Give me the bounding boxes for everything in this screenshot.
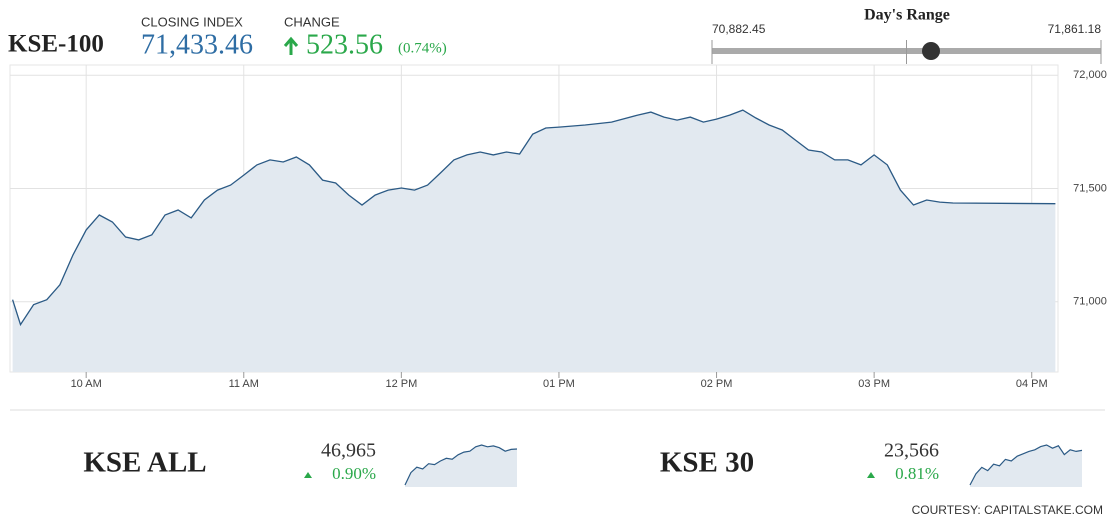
- footer: COURTESY: CAPITALSTAKE.COM: [912, 503, 1103, 517]
- x-tick-label: 02 PM: [701, 378, 733, 390]
- ticker-name: KSE ALL: [83, 447, 206, 479]
- x-tick-label: 04 PM: [1016, 378, 1048, 390]
- x-tick-label: 11 AM: [229, 378, 259, 390]
- sparkline: [404, 444, 518, 486]
- range-high: 71,861.18: [1048, 22, 1102, 36]
- x-tick-label: 12 PM: [385, 378, 417, 390]
- up-arrow: [283, 36, 299, 55]
- ticker-arrow: [304, 472, 312, 478]
- range-title: Day's Range: [864, 7, 950, 24]
- index-name: KSE-100: [8, 31, 104, 58]
- range-marker: [922, 42, 941, 60]
- ticker-name: KSE 30: [660, 447, 754, 479]
- ticker-change: 0.81%: [895, 464, 939, 483]
- change-pct: (0.74%): [398, 40, 447, 56]
- y-tick-label: 71,500: [1073, 182, 1107, 194]
- ticker-value: 46,965: [321, 440, 376, 462]
- change-label: CHANGE: [284, 14, 340, 29]
- area: [12, 110, 1056, 372]
- ticker-arrow: [867, 472, 875, 478]
- change-value: 523.56: [306, 29, 383, 60]
- closing-label: CLOSING INDEX: [141, 14, 243, 29]
- sparkline: [969, 444, 1083, 486]
- sparkline-area: [405, 445, 517, 487]
- x-tick-label: 10 AM: [71, 378, 102, 390]
- ticker-change: 0.90%: [332, 464, 376, 483]
- range-low: 70,882.45: [712, 22, 766, 36]
- closing-value: 71,433.46: [141, 29, 253, 60]
- y-tick-label: 71,000: [1073, 296, 1107, 308]
- sparkline-area: [970, 445, 1082, 487]
- y-tick-label: 72,000: [1073, 69, 1107, 81]
- line: [11, 109, 1056, 327]
- ticker-value: 23,566: [884, 440, 939, 462]
- x-tick-label: 03 PM: [858, 378, 890, 390]
- x-tick-label: 01 PM: [543, 378, 575, 390]
